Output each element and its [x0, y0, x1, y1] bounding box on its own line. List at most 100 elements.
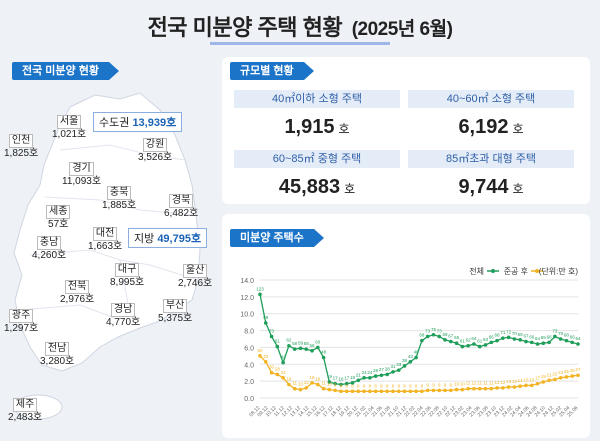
series-point: [287, 343, 291, 348]
region-name: 세종: [46, 205, 71, 219]
y-tick-label: 8.0: [244, 329, 254, 336]
series-point: [512, 337, 517, 341]
data-label: 43: [408, 354, 414, 359]
data-label: 10: [298, 382, 304, 387]
size-cell-value: 6,192: [458, 116, 509, 138]
region-name: 울산: [182, 264, 208, 278]
data-label: 61: [275, 339, 281, 344]
capital-callout: 수도권 13,939호: [93, 112, 183, 132]
series-point: [437, 334, 442, 339]
series-point: [501, 386, 505, 390]
data-label: 8: [351, 383, 354, 388]
series-point: [541, 341, 546, 346]
series-point: [362, 375, 366, 380]
size-cell-value-wrap: 9,744 호: [408, 176, 574, 199]
data-label: 11: [472, 381, 477, 386]
series-point: [292, 347, 297, 351]
data-label: 42: [281, 355, 287, 360]
data-label: 27: [575, 367, 581, 372]
y-tick-label: 10.0: [240, 312, 254, 319]
region-value: 1,885호: [102, 200, 137, 211]
data-label: 9: [432, 382, 435, 387]
unsold-housing-chart: 0.02.04.06.08.010.012.014.008.1209.1210.…: [240, 266, 581, 418]
data-label: 21: [547, 372, 553, 377]
data-label: 71: [500, 330, 506, 335]
series-point: [339, 389, 343, 394]
size-cell-value-wrap: 45,883 호: [234, 176, 400, 199]
region-name: 경남: [110, 303, 136, 317]
data-label: 64: [471, 336, 477, 341]
series-point: [483, 386, 488, 391]
data-label: 66: [489, 334, 495, 339]
region-name: 서울: [56, 115, 82, 129]
series-point: [529, 340, 534, 345]
region-value: 1,825호: [4, 148, 39, 159]
data-label: 16: [338, 377, 344, 382]
region-value: 57호: [48, 219, 69, 230]
size-cell-label: 40㎡이하 소형 주택: [234, 90, 400, 108]
series-point: [263, 359, 268, 364]
series-point: [460, 344, 465, 349]
data-label: 65: [454, 335, 460, 340]
legend-label-total: 전체: [469, 266, 484, 276]
size-cell-value-wrap: 1,915 호: [234, 116, 400, 139]
series-point: [489, 386, 494, 391]
data-label: 19: [541, 374, 547, 379]
data-label: 73: [269, 328, 275, 333]
region-value: 2,483호: [8, 412, 43, 423]
data-label: 8: [409, 383, 412, 388]
region-name: 대구: [114, 263, 140, 277]
region-value: 1,021호: [52, 129, 87, 140]
series-point: [483, 343, 488, 347]
region-chungbuk: 충북 1,885호: [102, 186, 136, 212]
data-label: 13: [506, 379, 512, 384]
series-point: [396, 389, 401, 394]
data-label: 70: [558, 331, 564, 336]
size-cell-label: 85㎡초과 대형 주택: [408, 150, 574, 168]
series-point: [576, 373, 580, 378]
region-gyeongnam: 경남 4,770호: [106, 303, 140, 329]
series-point: [449, 339, 453, 344]
data-label: 8: [386, 383, 389, 388]
size-cell-3: 60~85㎡ 중형 주택 45,883 호: [234, 150, 400, 199]
series-point: [472, 342, 476, 346]
data-label: 68: [419, 333, 425, 338]
data-label: 8: [380, 383, 383, 388]
unit-label: (단위:만 호): [539, 266, 579, 276]
region-value: 8,995호: [110, 277, 145, 288]
series-point: [437, 388, 442, 393]
series-point: [269, 334, 274, 339]
region-name: 인천: [8, 134, 34, 148]
region-name: 전북: [64, 280, 90, 294]
region-name: 충북: [106, 186, 132, 200]
series-point: [425, 334, 430, 339]
series-point: [327, 387, 332, 392]
series-line: [259, 294, 579, 386]
series-point: [333, 381, 337, 386]
series-point: [287, 382, 291, 387]
data-label: 12: [495, 380, 501, 385]
series-point: [414, 389, 418, 394]
series-point: [269, 370, 274, 375]
y-tick-label: 14.0: [240, 278, 254, 285]
data-label: 12: [304, 380, 310, 385]
data-label: 18: [350, 375, 356, 380]
data-label: 75: [431, 327, 437, 332]
data-label: 62: [466, 338, 472, 343]
chart-panel: [222, 214, 590, 438]
data-label: 26: [570, 368, 576, 373]
series-point: [535, 381, 540, 386]
size-cell-value: 1,915: [284, 116, 335, 138]
series-point: [368, 389, 372, 394]
data-label: 17: [344, 376, 350, 381]
region-chungnam: 충남 4,260호: [32, 236, 66, 262]
size-cell-unit: 호: [344, 182, 356, 196]
data-label: 8: [374, 383, 377, 388]
series-point: [385, 389, 389, 394]
data-label: 66: [529, 334, 535, 339]
series-point: [576, 342, 580, 346]
data-label: 24: [558, 370, 564, 375]
page-title-main: 전국 미분양 주택 현황: [147, 15, 343, 40]
capital-callout-value: 13,939호: [132, 117, 177, 129]
series-point: [466, 386, 470, 391]
